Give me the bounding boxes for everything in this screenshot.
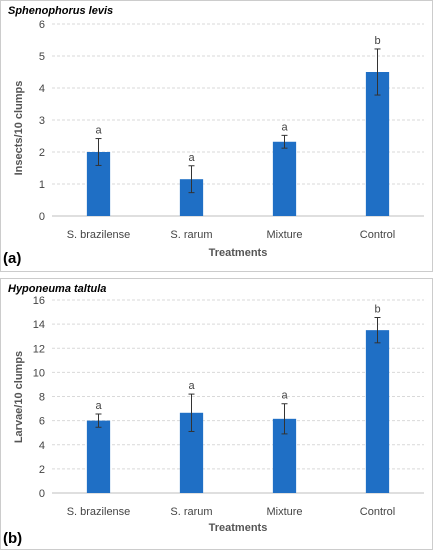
y-tick-label: 12 xyxy=(33,343,45,355)
y-tick-label: 14 xyxy=(33,319,45,331)
panel-a-title: Sphenophorus levis xyxy=(8,5,113,17)
panel-a-bars xyxy=(87,72,389,216)
chart-panel-a: Sphenophorus levis Insects/10 clumps Tre… xyxy=(1,1,433,272)
significance-letter: a xyxy=(95,125,102,137)
panel-b-x-ticks: S. brazilense S. rarum Mixture Control xyxy=(67,506,396,518)
significance-letter: a xyxy=(188,380,195,392)
panel-b-y-axis-label: Larvae/10 clumps xyxy=(13,351,25,443)
x-tick-label: Mixture xyxy=(266,506,302,518)
y-tick-label: 5 xyxy=(39,51,45,63)
panel-a-y-axis-label: Insects/10 clumps xyxy=(13,81,25,176)
x-tick-label: Mixture xyxy=(266,229,302,241)
panel-b-title: Hyponeuma taltula xyxy=(8,283,106,295)
significance-letter: b xyxy=(374,35,380,47)
bar xyxy=(273,142,296,216)
y-tick-label: 8 xyxy=(39,392,45,404)
y-tick-label: 6 xyxy=(39,416,45,428)
y-tick-label: 16 xyxy=(33,295,45,307)
y-tick-label: 3 xyxy=(39,115,45,127)
significance-letter: b xyxy=(374,303,380,315)
significance-letter: a xyxy=(95,400,102,412)
bar xyxy=(366,330,389,493)
panel-a-x-ticks: S. brazilense S. rarum Mixture Control xyxy=(67,229,396,241)
panel-a-error-bars xyxy=(96,49,381,193)
y-tick-label: 4 xyxy=(39,83,45,95)
chart-panel-b: Hyponeuma taltula Larvae/10 clumps Treat… xyxy=(1,279,433,550)
x-tick-label: S. brazilense xyxy=(67,229,131,241)
panel-a-y-ticks: 0 1 2 3 4 5 6 xyxy=(39,19,45,223)
significance-letter: a xyxy=(188,152,195,164)
x-tick-label: Control xyxy=(360,506,395,518)
y-tick-label: 2 xyxy=(39,147,45,159)
panel-a-significance-letters: a a a b xyxy=(95,35,380,164)
y-tick-label: 4 xyxy=(39,440,45,452)
y-tick-label: 0 xyxy=(39,211,45,223)
x-tick-label: Control xyxy=(360,229,395,241)
panel-a-label: (a) xyxy=(3,250,21,267)
panel-b-significance-letters: a a a b xyxy=(95,303,380,412)
y-tick-label: 10 xyxy=(33,367,45,379)
significance-letter: a xyxy=(281,121,288,133)
bar xyxy=(87,421,110,493)
x-tick-label: S. brazilense xyxy=(67,506,131,518)
panel-b-y-ticks: 0 2 4 6 8 10 12 14 16 xyxy=(33,295,45,500)
panel-b-label: (b) xyxy=(3,530,22,547)
y-tick-label: 1 xyxy=(39,179,45,191)
x-tick-label: S. rarum xyxy=(170,506,212,518)
x-tick-label: S. rarum xyxy=(170,229,212,241)
y-tick-label: 6 xyxy=(39,19,45,31)
y-tick-label: 0 xyxy=(39,488,45,500)
y-tick-label: 2 xyxy=(39,464,45,476)
panel-a-x-axis-label: Treatments xyxy=(209,247,268,259)
significance-letter: a xyxy=(281,390,288,402)
panel-b-error-bars xyxy=(96,317,381,433)
panel-b-x-axis-label: Treatments xyxy=(209,522,268,534)
